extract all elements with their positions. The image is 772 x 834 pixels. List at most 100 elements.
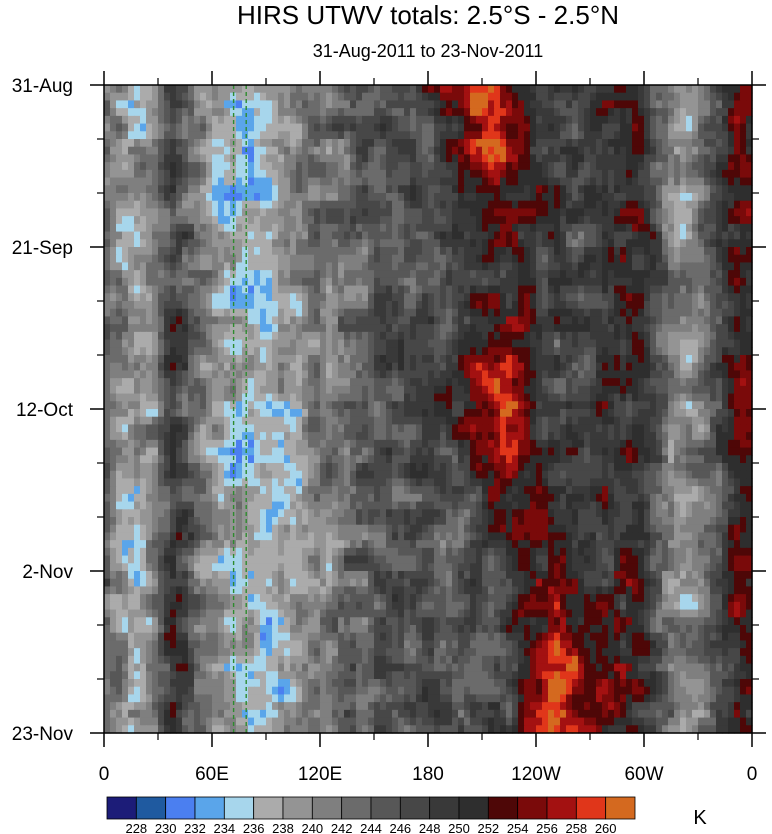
field-cell <box>134 100 141 109</box>
field-cell <box>740 239 747 248</box>
field-cell <box>290 123 297 132</box>
field-cell <box>506 424 513 433</box>
field-cell <box>308 100 315 109</box>
field-cell <box>218 231 225 240</box>
field-cell <box>674 216 681 225</box>
field-cell <box>530 123 537 132</box>
field-cell <box>524 247 531 256</box>
field-cell <box>338 409 345 418</box>
field-cell <box>566 254 573 264</box>
field-cell <box>242 162 249 171</box>
field-cell <box>260 424 267 433</box>
field-cell <box>644 409 651 418</box>
field-cell <box>638 208 645 217</box>
field-cell <box>494 308 501 318</box>
field-cell <box>680 262 687 271</box>
field-cell <box>476 239 483 248</box>
field-cell <box>110 193 117 202</box>
field-cell <box>728 92 735 102</box>
field-cell <box>302 316 309 325</box>
field-cell <box>254 223 261 233</box>
field-cell <box>440 339 447 348</box>
field-cell <box>692 378 699 387</box>
field-cell <box>746 100 753 109</box>
field-cell <box>170 162 177 171</box>
field-cell <box>236 339 243 348</box>
field-cell <box>668 285 675 294</box>
field-cell <box>584 285 591 294</box>
field-cell <box>626 146 633 156</box>
field-cell <box>626 339 633 348</box>
field-cell <box>518 401 525 410</box>
field-cell <box>638 193 645 202</box>
field-cell <box>698 162 705 171</box>
field-cell <box>170 439 177 449</box>
field-cell <box>128 169 135 179</box>
field-cell <box>536 409 543 418</box>
field-cell <box>530 378 537 387</box>
field-cell <box>596 223 603 233</box>
field-cell <box>188 316 195 325</box>
field-cell <box>554 115 561 125</box>
field-cell <box>734 247 741 256</box>
field-cell <box>350 239 357 248</box>
field-cell <box>530 254 537 264</box>
field-cell <box>692 370 699 379</box>
field-cell <box>506 208 513 217</box>
field-cell <box>560 115 567 125</box>
field-cell <box>158 108 165 117</box>
field-cell <box>674 92 681 102</box>
field-cell <box>176 293 183 302</box>
field-cell <box>158 231 165 240</box>
field-cell <box>602 154 609 163</box>
field-cell <box>410 131 417 140</box>
field-cell <box>740 85 747 94</box>
field-cell <box>278 169 285 179</box>
field-cell <box>440 316 447 325</box>
field-cell <box>728 432 735 441</box>
field-cell <box>458 424 465 433</box>
field-cell <box>218 85 225 94</box>
field-cell <box>692 308 699 318</box>
field-cell <box>302 115 309 125</box>
field-cell <box>350 231 357 240</box>
field-cell <box>374 231 381 240</box>
field-cell <box>140 339 147 348</box>
field-cell <box>446 92 453 102</box>
field-cell <box>578 324 585 333</box>
field-cell <box>332 331 339 341</box>
field-cell <box>140 277 147 287</box>
field-cell <box>710 339 717 348</box>
field-cell <box>284 378 291 387</box>
field-cell <box>140 139 147 148</box>
field-cell <box>452 185 459 194</box>
field-cell <box>404 108 411 117</box>
field-cell <box>224 239 231 248</box>
field-cell <box>548 200 555 210</box>
field-cell <box>296 154 303 163</box>
field-cell <box>254 154 261 163</box>
field-cell <box>374 108 381 117</box>
field-cell <box>566 293 573 302</box>
field-cell <box>716 216 723 225</box>
field-cell <box>368 254 375 264</box>
field-cell <box>104 154 111 163</box>
field-cell <box>266 200 273 210</box>
field-cell <box>206 239 213 248</box>
field-cell <box>272 100 279 109</box>
field-cell <box>698 316 705 325</box>
field-cell <box>314 393 321 402</box>
field-cell <box>740 370 747 379</box>
field-cell <box>476 385 483 395</box>
field-cell <box>350 285 357 294</box>
field-cell <box>140 270 147 279</box>
field-cell <box>410 146 417 156</box>
field-cell <box>104 362 111 372</box>
field-cell <box>380 239 387 248</box>
field-cell <box>746 409 753 418</box>
field-cell <box>554 285 561 294</box>
field-cell <box>398 131 405 140</box>
field-cell <box>488 177 495 186</box>
field-cell <box>494 200 501 210</box>
field-cell <box>596 385 603 395</box>
